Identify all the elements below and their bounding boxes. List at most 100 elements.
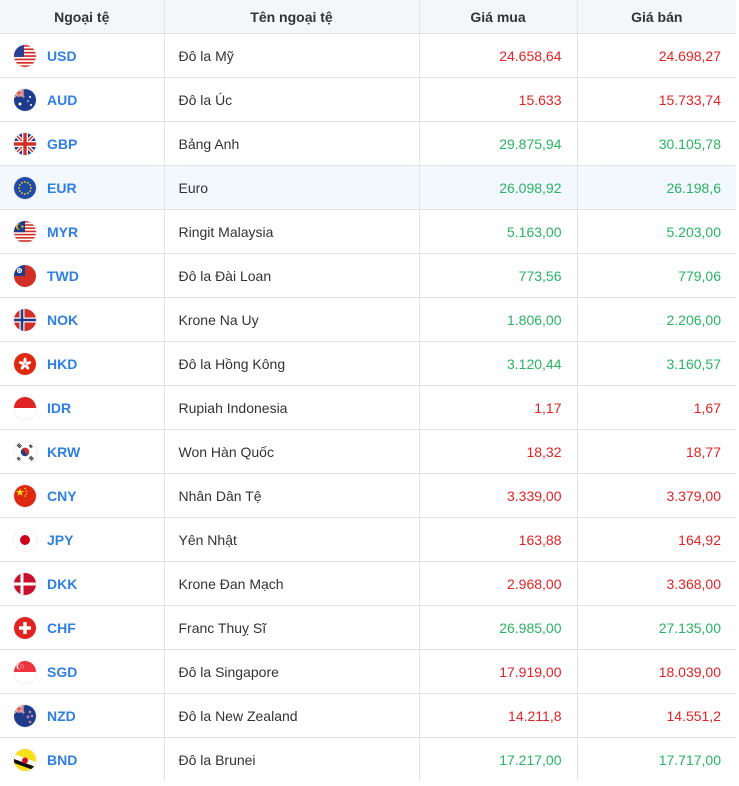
- buy-price: 15.633: [419, 77, 578, 122]
- currency-name: Euro: [164, 165, 420, 210]
- buy-price: 29.875,94: [419, 121, 578, 166]
- currency-name: Đô la Đài Loan: [164, 253, 420, 298]
- currency-code-link[interactable]: HKD: [47, 355, 78, 372]
- currency-name: Rupiah Indonesia: [164, 385, 420, 430]
- currency-code-cell: EUR: [0, 165, 165, 210]
- bn-flag-icon: [14, 748, 36, 771]
- currency-code-cell: HKD: [0, 341, 165, 386]
- header-currency-name: Tên ngoại tệ: [164, 0, 420, 34]
- buy-price: 3.120,44: [419, 341, 578, 386]
- buy-price: 24.658,64: [419, 33, 578, 78]
- sell-price: 14.551,2: [577, 693, 736, 738]
- currency-name: Won Hàn Quốc: [164, 429, 420, 474]
- id-flag-icon: [14, 396, 36, 419]
- table-row: HKD Đô la Hồng Kông 3.120,44 3.160,57: [0, 341, 736, 386]
- table-row: NOK Krone Na Uy 1.806,00 2.206,00: [0, 297, 736, 342]
- currency-name: Krone Na Uy: [164, 297, 420, 342]
- cn-flag-icon: [14, 484, 36, 507]
- eu-flag-icon: [14, 176, 36, 199]
- header-sell-price: Giá bán: [577, 0, 736, 34]
- hk-flag-icon: [14, 352, 36, 375]
- nz-flag-icon: [14, 704, 36, 727]
- currency-code-link[interactable]: AUD: [47, 91, 78, 108]
- table-row: GBP Bảng Anh 29.875,94 30.105,78: [0, 121, 736, 166]
- sell-price: 779,06: [577, 253, 736, 298]
- currency-name: Đô la Úc: [164, 77, 420, 122]
- buy-price: 3.339,00: [419, 473, 578, 518]
- table-header-row: Ngoại tệ Tên ngoại tệ Giá mua Giá bán: [0, 0, 736, 34]
- gb-flag-icon: [14, 132, 36, 155]
- sell-price: 5.203,00: [577, 209, 736, 254]
- my-flag-icon: [14, 220, 36, 243]
- currency-code-link[interactable]: CHF: [47, 619, 76, 636]
- buy-price: 26.985,00: [419, 605, 578, 650]
- currency-name: Đô la New Zealand: [164, 693, 420, 738]
- currency-code-cell: BND: [0, 737, 165, 781]
- currency-code-cell: USD: [0, 33, 165, 78]
- currency-code-link[interactable]: NOK: [47, 311, 79, 328]
- currency-code-link[interactable]: USD: [47, 47, 77, 64]
- currency-code-cell: AUD: [0, 77, 165, 122]
- table-row: TWD Đô la Đài Loan 773,56 779,06: [0, 253, 736, 298]
- currency-code-link[interactable]: SGD: [47, 663, 78, 680]
- sell-price: 27.135,00: [577, 605, 736, 650]
- au-flag-icon: [14, 88, 36, 111]
- currency-code-link[interactable]: CNY: [47, 487, 77, 504]
- currency-code-cell: SGD: [0, 649, 165, 694]
- sell-price: 1,67: [577, 385, 736, 430]
- currency-code-link[interactable]: TWD: [47, 267, 79, 284]
- table-row: CHF Franc Thuỵ Sĩ 26.985,00 27.135,00: [0, 605, 736, 650]
- currency-code-link[interactable]: MYR: [47, 223, 79, 240]
- table-row: BND Đô la Brunei 17.217,00 17.717,00: [0, 737, 736, 781]
- currency-code-link[interactable]: JPY: [47, 531, 74, 548]
- us-flag-icon: [14, 44, 36, 67]
- sell-price: 18,77: [577, 429, 736, 474]
- kr-flag-icon: [14, 440, 36, 463]
- currency-name: Krone Đan Mạch: [164, 561, 420, 606]
- currency-code-link[interactable]: DKK: [47, 575, 78, 592]
- buy-price: 5.163,00: [419, 209, 578, 254]
- buy-price: 163,88: [419, 517, 578, 562]
- currency-code-link[interactable]: GBP: [47, 135, 78, 152]
- currency-code-cell: CNY: [0, 473, 165, 518]
- header-currency-code: Ngoại tệ: [0, 0, 165, 34]
- sell-price: 2.206,00: [577, 297, 736, 342]
- table-row: SGD Đô la Singapore 17.919,00 18.039,00: [0, 649, 736, 694]
- currency-code-link[interactable]: KRW: [47, 443, 81, 460]
- currency-code-link[interactable]: EUR: [47, 179, 77, 196]
- dk-flag-icon: [14, 572, 36, 595]
- sell-price: 30.105,78: [577, 121, 736, 166]
- currency-name: Đô la Singapore: [164, 649, 420, 694]
- sell-price: 15.733,74: [577, 77, 736, 122]
- currency-code-cell: KRW: [0, 429, 165, 474]
- currency-name: Franc Thuỵ Sĩ: [164, 605, 420, 650]
- currency-code-cell: NZD: [0, 693, 165, 738]
- sell-price: 18.039,00: [577, 649, 736, 694]
- sell-price: 3.160,57: [577, 341, 736, 386]
- buy-price: 18,32: [419, 429, 578, 474]
- table-row: JPY Yên Nhật 163,88 164,92: [0, 517, 736, 562]
- currency-name: Đô la Brunei: [164, 737, 420, 781]
- sell-price: 24.698,27: [577, 33, 736, 78]
- currency-name: Đô la Mỹ: [164, 33, 420, 78]
- sg-flag-icon: [14, 660, 36, 683]
- sell-price: 3.379,00: [577, 473, 736, 518]
- currency-code-link[interactable]: BND: [47, 751, 78, 768]
- currency-name: Nhân Dân Tệ: [164, 473, 420, 518]
- currency-code-cell: CHF: [0, 605, 165, 650]
- sell-price: 17.717,00: [577, 737, 736, 781]
- table-row: IDR Rupiah Indonesia 1,17 1,67: [0, 385, 736, 430]
- table-row: CNY Nhân Dân Tệ 3.339,00 3.379,00: [0, 473, 736, 518]
- table-row: USD Đô la Mỹ 24.658,64 24.698,27: [0, 33, 736, 78]
- currency-code-link[interactable]: IDR: [47, 399, 72, 416]
- currency-name: Yên Nhật: [164, 517, 420, 562]
- no-flag-icon: [14, 308, 36, 331]
- table-row: KRW Won Hàn Quốc 18,32 18,77: [0, 429, 736, 474]
- buy-price: 14.211,8: [419, 693, 578, 738]
- buy-price: 17.919,00: [419, 649, 578, 694]
- currency-code-link[interactable]: NZD: [47, 707, 76, 724]
- table-row: NZD Đô la New Zealand 14.211,8 14.551,2: [0, 693, 736, 738]
- currency-name: Đô la Hồng Kông: [164, 341, 420, 386]
- currency-code-cell: TWD: [0, 253, 165, 298]
